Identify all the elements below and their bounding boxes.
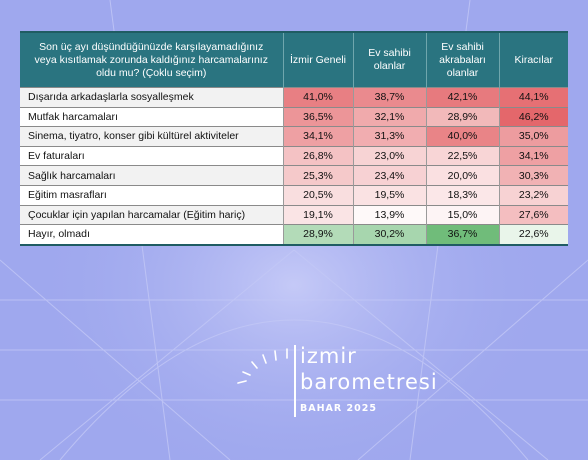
table-row: Sinema, tiyatro, konser gibi kültürel ak…: [20, 126, 568, 147]
row-label: Ev faturaları: [20, 145, 284, 166]
value-cell: 19,5%: [353, 184, 427, 206]
logo-season: BAHAR 2025: [300, 403, 377, 414]
value-cell: 31,3%: [353, 126, 427, 147]
table-row: Dışarıda arkadaşlarla sosyalleşmek 41,0% 3…: [20, 87, 568, 108]
table-row: Eğitim masrafları 20,5% 19,5% 18,3% 23,2%: [20, 184, 568, 206]
value-cell: 15,0%: [426, 204, 500, 225]
izmir-barometresi-logo: izmir barometresi BAHAR 2025: [232, 340, 452, 430]
row-label: Sinema, tiyatro, konser gibi kültürel ak…: [20, 126, 284, 147]
value-cell: 19,1%: [283, 204, 354, 225]
column-header: Ev sahibi olanlar: [353, 33, 427, 88]
value-cell: 22,6%: [499, 224, 568, 244]
table-row: Sağlık harcamaları 25,3% 23,4% 20,0% 30,3%: [20, 165, 568, 186]
results-table: Son üç ayı düşündüğünüzde karşılayamadığ…: [20, 33, 568, 244]
column-header: Kiracılar: [499, 33, 568, 88]
table-header-row: Son üç ayı düşündüğünüzde karşılayamadığ…: [20, 33, 568, 88]
logo-word-izmir: izmir: [300, 344, 357, 368]
value-cell: 22,5%: [426, 145, 500, 166]
value-cell: 40,0%: [426, 126, 500, 147]
table-row: Ev faturaları 26,8% 23,0% 22,5% 34,1%: [20, 145, 568, 166]
value-cell: 34,1%: [499, 145, 568, 166]
value-cell: 36,5%: [283, 106, 354, 127]
question-header: Son üç ayı düşündüğünüzde karşılayamadığ…: [20, 33, 284, 88]
value-cell: 34,1%: [283, 126, 354, 147]
table-row: Mutfak harcamaları 36,5% 32,1% 28,9% 46,2%: [20, 106, 568, 127]
row-label: Dışarıda arkadaşlarla sosyalleşmek: [20, 87, 284, 108]
value-cell: 30,3%: [499, 165, 568, 186]
value-cell: 35,0%: [499, 126, 568, 147]
value-cell: 36,7%: [426, 224, 500, 244]
value-cell: 20,0%: [426, 165, 500, 186]
value-cell: 38,7%: [353, 87, 427, 108]
value-cell: 20,5%: [283, 184, 354, 206]
value-cell: 32,1%: [353, 106, 427, 127]
value-cell: 18,3%: [426, 184, 500, 206]
logo-divider: [294, 345, 296, 417]
sunrise-rays-icon: [237, 348, 288, 384]
value-cell: 42,1%: [426, 87, 500, 108]
table-row: Çocuklar için yapılan harcamalar (Eğitim…: [20, 204, 568, 225]
value-cell: 13,9%: [353, 204, 427, 225]
value-cell: 27,6%: [499, 204, 568, 225]
row-label: Hayır, olmadı: [20, 224, 284, 244]
row-label: Çocuklar için yapılan harcamalar (Eğitim…: [20, 204, 284, 225]
value-cell: 23,4%: [353, 165, 427, 186]
table-row: Hayır, olmadı 28,9% 30,2% 36,7% 22,6%: [20, 224, 568, 244]
value-cell: 41,0%: [283, 87, 354, 108]
value-cell: 46,2%: [499, 106, 568, 127]
value-cell: 23,2%: [499, 184, 568, 206]
logo-word-barometresi: barometresi: [300, 370, 438, 394]
value-cell: 44,1%: [499, 87, 568, 108]
value-cell: 26,8%: [283, 145, 354, 166]
column-header: İzmir Geneli: [283, 33, 354, 88]
value-cell: 28,9%: [426, 106, 500, 127]
row-label: Eğitim masrafları: [20, 184, 284, 206]
results-table-container: Son üç ayı düşündüğünüzde karşılayamadığ…: [20, 31, 568, 246]
row-label: Mutfak harcamaları: [20, 106, 284, 127]
column-header: Ev sahibi akrabaları olanlar: [426, 33, 500, 88]
row-label: Sağlık harcamaları: [20, 165, 284, 186]
value-cell: 23,0%: [353, 145, 427, 166]
value-cell: 28,9%: [283, 224, 354, 244]
value-cell: 30,2%: [353, 224, 427, 244]
value-cell: 25,3%: [283, 165, 354, 186]
